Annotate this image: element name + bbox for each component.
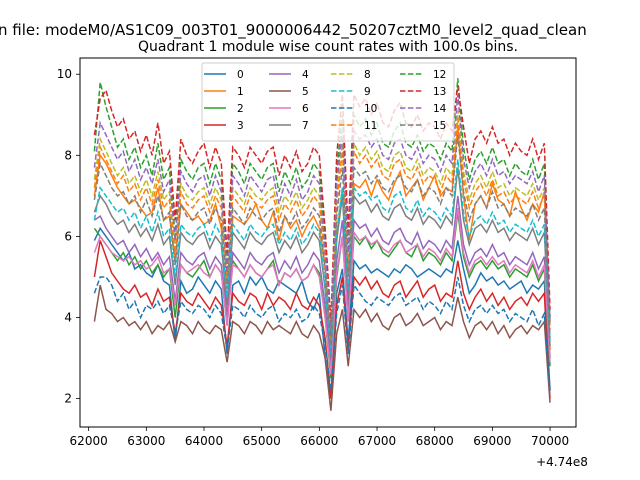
legend-label-3: 3	[237, 120, 244, 132]
series-line-13	[93, 86, 551, 322]
x-tick-label: 64000	[185, 434, 223, 448]
x-offset-label: +4.74e8	[536, 455, 588, 469]
x-tick-label: 69000	[473, 434, 511, 448]
x-axis: 62000 63000 64000 65000 66000 67000 68000 69000…	[70, 427, 569, 448]
y-tick-label: 10	[57, 67, 72, 81]
legend-label-11: 11	[364, 120, 377, 132]
legend-label-0: 0	[237, 69, 244, 81]
legend-label-2: 2	[237, 103, 244, 115]
x-tick-label: 65000	[243, 434, 281, 448]
series-line-12	[93, 78, 551, 330]
y-tick-label: 6	[64, 229, 72, 243]
x-tick-label: 67000	[358, 434, 396, 448]
legend-label-9: 9	[364, 86, 371, 98]
plot-area: 62000 63000 64000 65000 66000 67000 68000 69000…	[57, 57, 588, 469]
x-tick-label: 63000	[127, 434, 165, 448]
legend-label-1: 1	[237, 86, 244, 98]
series-line-4	[93, 195, 551, 367]
y-tick-label: 2	[64, 392, 72, 406]
series-line-10	[93, 276, 551, 391]
y-axis: 2 4 6 8 10	[57, 67, 80, 406]
series-line-11	[93, 118, 551, 342]
series-line-9	[93, 159, 551, 355]
series-line-6	[93, 207, 551, 375]
legend-label-4: 4	[302, 69, 309, 81]
x-tick-label: 66000	[300, 434, 338, 448]
legend-label-10: 10	[364, 103, 377, 115]
legend-label-8: 8	[364, 69, 371, 81]
series-layer	[93, 78, 551, 411]
series-line-5	[93, 284, 551, 411]
series-line-3	[93, 240, 551, 399]
y-tick-label: 4	[64, 311, 72, 325]
legend-label-6: 6	[302, 103, 309, 115]
legend-label-15: 15	[433, 120, 446, 132]
chart-title: Quadrant 1 module wise count rates with …	[138, 39, 518, 55]
axes-frame	[79, 57, 577, 428]
y-tick-label: 8	[64, 148, 72, 162]
legend-label-14: 14	[433, 103, 447, 115]
series-line-14	[93, 94, 551, 334]
x-tick-label: 68000	[416, 434, 454, 448]
figure-suptitle: n file: modeM0/AS1C09_003T01_9000006442_…	[0, 21, 587, 40]
legend-label-7: 7	[302, 120, 309, 132]
legend-frame	[201, 62, 455, 142]
legend-label-13: 13	[433, 86, 446, 98]
legend-label-12: 12	[433, 69, 446, 81]
series-line-15	[93, 134, 551, 346]
legend-label-5: 5	[302, 86, 309, 98]
x-tick-label: 70000	[531, 434, 569, 448]
x-tick-label: 62000	[70, 434, 108, 448]
